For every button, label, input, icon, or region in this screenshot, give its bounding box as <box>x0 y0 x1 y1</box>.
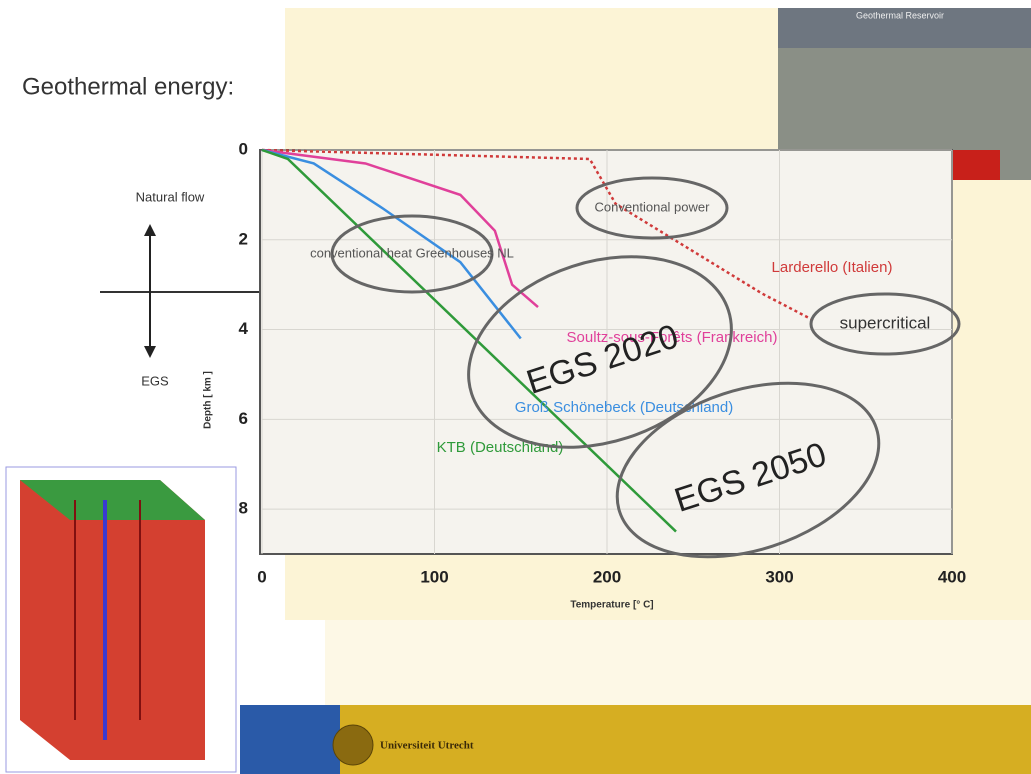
slide-panel <box>325 620 1031 705</box>
x-axis-label: Temperature [° C] <box>570 600 653 611</box>
data-line <box>261 148 539 309</box>
photo-caption: Geothermal Reservoir <box>856 10 944 20</box>
data-line <box>261 148 815 322</box>
footer-band <box>240 705 340 774</box>
logo <box>332 724 374 766</box>
side-label: EGS <box>141 373 169 388</box>
annotation: Conventional power <box>595 199 711 214</box>
arrow-head <box>144 346 156 358</box>
y-axis-label: Depth [ km ] <box>203 371 214 429</box>
photo <box>778 8 1031 48</box>
x-tick-label: 100 <box>420 567 448 586</box>
diagram <box>20 480 205 520</box>
y-tick-label: 6 <box>239 409 248 428</box>
x-tick-label: 400 <box>938 567 966 586</box>
annotation: supercritical <box>840 313 931 332</box>
annotation-ellipse <box>575 176 729 240</box>
y-tick-label: 4 <box>239 319 249 338</box>
y-tick-label: 0 <box>239 139 248 158</box>
series-label: Soultz-sous-Forêts (Frankreich) <box>567 329 778 346</box>
x-tick-label: 200 <box>593 567 621 586</box>
x-tick-label: 0 <box>257 567 266 586</box>
annotation-ellipse <box>330 214 494 294</box>
annotation-ellipse <box>809 292 961 356</box>
annotation-ellipse <box>467 255 733 449</box>
y-tick-label: 8 <box>239 499 248 518</box>
footer-text: Universiteit Utrecht <box>380 740 474 752</box>
annotation-ellipse <box>615 381 881 559</box>
arrow-head <box>144 224 156 236</box>
diagram <box>20 480 205 760</box>
data-line <box>261 148 677 533</box>
series-label: Larderello (Italien) <box>772 259 893 276</box>
slide-title: Geothermal energy: <box>22 73 234 100</box>
series-label: KTB (Deutschland) <box>437 439 564 456</box>
data-line <box>261 148 522 340</box>
plot-area <box>259 149 953 555</box>
y-tick-label: 2 <box>239 229 248 248</box>
annotation: conventional heat Greenhouses NL <box>310 245 514 260</box>
side-label: Natural flow <box>136 189 205 204</box>
x-tick-label: 300 <box>765 567 793 586</box>
